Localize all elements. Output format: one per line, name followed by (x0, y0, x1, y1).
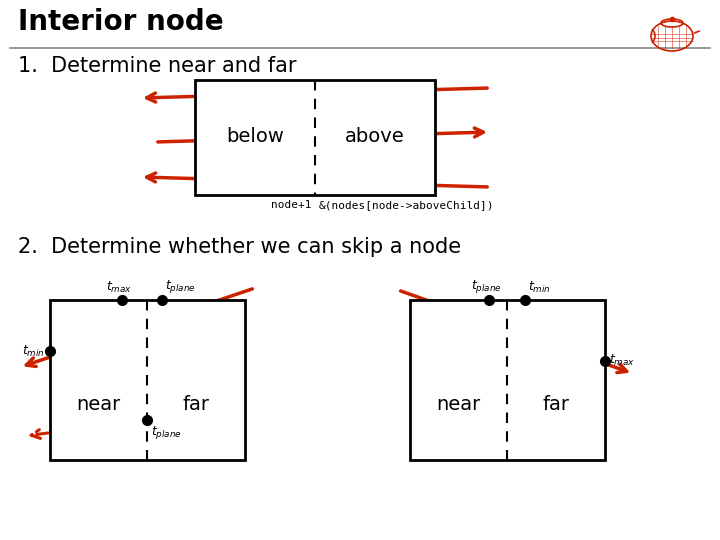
Text: $t_{min}$: $t_{min}$ (22, 343, 45, 359)
Text: &(nodes[node->aboveChild]): &(nodes[node->aboveChild]) (319, 200, 495, 210)
Bar (195, 80, 435, 195)
Text: below: below (226, 127, 284, 146)
Text: 2.  Determine whether we can skip a node: 2. Determine whether we can skip a node (18, 237, 461, 257)
Text: 1.  Determine near and far: 1. Determine near and far (18, 56, 297, 76)
Text: $t_{plane}$: $t_{plane}$ (471, 278, 501, 295)
Text: Interior node: Interior node (18, 8, 224, 36)
Text: $t_{plane}$: $t_{plane}$ (151, 424, 181, 441)
Text: far: far (542, 395, 570, 414)
Text: near: near (76, 395, 120, 414)
Bar (50, 300, 245, 460)
Text: $t_{max}$: $t_{max}$ (609, 353, 635, 368)
Text: near: near (436, 395, 480, 414)
Text: far: far (182, 395, 210, 414)
Text: $t_{plane}$: $t_{plane}$ (165, 278, 196, 295)
Bar (410, 300, 605, 460)
Text: $t_{max}$: $t_{max}$ (106, 280, 132, 295)
Text: $t_{min}$: $t_{min}$ (528, 280, 551, 295)
Text: above: above (345, 127, 405, 146)
Text: node+1: node+1 (271, 200, 311, 210)
